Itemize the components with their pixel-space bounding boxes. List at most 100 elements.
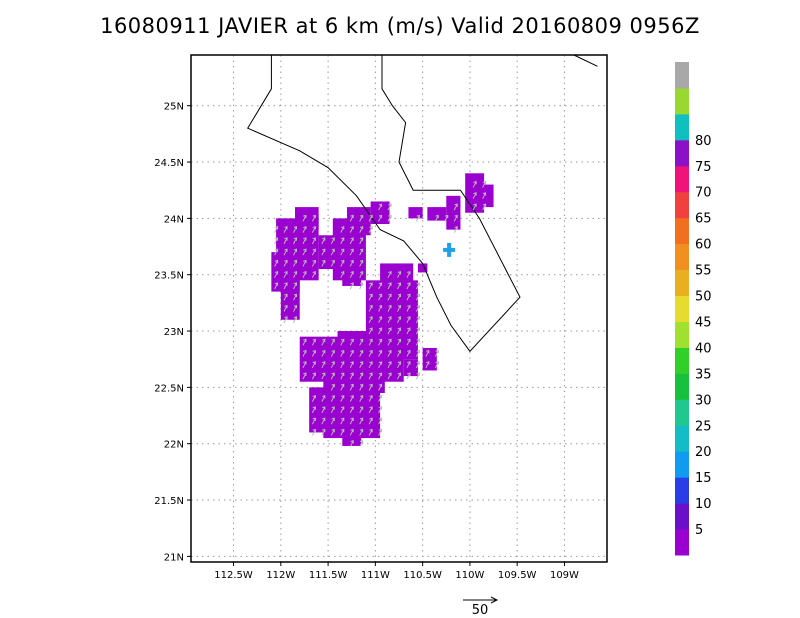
wind-vector [340, 428, 345, 436]
wind-vector [387, 214, 392, 222]
wind-vector [415, 349, 420, 357]
wind-vector [302, 225, 307, 233]
wind-vector [321, 338, 326, 346]
wind-speed-cell [408, 207, 423, 219]
wind-vector [359, 383, 364, 391]
wind-vector [311, 259, 316, 267]
wind-vector [378, 372, 383, 380]
wind-vector [311, 372, 316, 380]
wind-vector [387, 282, 392, 290]
wind-vector [349, 406, 354, 414]
wind-vector [387, 338, 392, 346]
wind-vector [359, 428, 364, 436]
wind-vector [482, 203, 487, 211]
wind-vector [482, 192, 487, 200]
wind-vector [359, 248, 364, 256]
wind-vector [349, 214, 354, 222]
colorbar-segment [675, 87, 689, 115]
wind-vector [368, 394, 373, 402]
wind-vector [321, 372, 326, 380]
wind-speed-cell [380, 263, 414, 298]
wind-vector [415, 316, 420, 323]
coastline [573, 54, 598, 67]
wind-vector [321, 248, 326, 256]
y-tick-label: 21.5N [154, 496, 184, 507]
wind-speed-cell [295, 207, 319, 230]
wind-vector [311, 237, 316, 245]
wind-vector [302, 338, 307, 346]
wind-vector [378, 406, 383, 414]
wind-vector [274, 237, 279, 245]
x-tick-label: 110W [455, 570, 484, 581]
colorbar-segment [675, 451, 689, 478]
wind-vector [368, 225, 373, 233]
wind-vector [368, 417, 373, 425]
wind-vector [368, 304, 373, 312]
wind-vector [349, 417, 354, 425]
wind-vector [311, 361, 316, 369]
wind-vector [283, 259, 288, 267]
wind-vector [406, 271, 411, 278]
wind-speed-cell [446, 195, 461, 230]
y-tick-label: 23.5N [154, 271, 184, 282]
wind-vector [397, 293, 401, 301]
wind-vector [283, 248, 288, 256]
colorbar-label: 10 [695, 497, 712, 512]
colorbar-segment [675, 529, 689, 556]
wind-vector [378, 417, 383, 425]
wind-vector [302, 372, 307, 380]
wind-vector [340, 338, 345, 346]
vector-scale-arrowhead [490, 596, 499, 604]
wind-vector [434, 361, 439, 369]
x-tick-label: 110.5W [403, 570, 442, 581]
wind-vector [349, 394, 354, 402]
wind-vector [368, 406, 373, 414]
colorbar-label: 60 [695, 238, 712, 253]
colorbar-segment [675, 347, 689, 374]
colorbar-label: 80 [695, 134, 712, 149]
wind-vector [472, 180, 477, 188]
wind-vector [397, 304, 401, 312]
colorbar-label: 25 [695, 419, 712, 434]
wind-vector [359, 417, 364, 425]
wind-vector [283, 271, 288, 278]
wind-vector [349, 440, 354, 447]
wind-vector [349, 361, 354, 369]
wind-vector [340, 383, 345, 391]
wind-vector [321, 361, 326, 369]
wind-vector [283, 304, 288, 312]
wind-vector [359, 349, 364, 357]
wind-vector [302, 361, 307, 369]
colorbar-segment [675, 191, 689, 219]
wind-vector [415, 361, 420, 369]
chart-title: 16080911 JAVIER at 6 km (m/s) Valid 2016… [100, 14, 700, 38]
wind-vector [293, 293, 297, 301]
wind-vector [349, 248, 354, 256]
wind-vector [368, 293, 373, 301]
wind-vector [359, 406, 364, 414]
wind-vector [311, 428, 316, 436]
wind-vector [368, 428, 373, 436]
wind-vector [349, 259, 354, 267]
wind-vector [302, 349, 307, 357]
wind-vector [311, 225, 316, 233]
wind-vector [330, 406, 335, 414]
storm-center-marker [443, 242, 456, 257]
wind-vector [415, 282, 420, 290]
wind-vector [482, 180, 487, 188]
colorbar-label: 75 [695, 160, 712, 175]
y-tick-label: 22.5N [154, 383, 184, 394]
wind-vector [415, 304, 420, 312]
wind-vector [378, 327, 383, 335]
coastlines [246, 54, 598, 353]
wind-vector [283, 282, 288, 290]
coastline [246, 55, 521, 353]
wind-vector [311, 394, 316, 402]
wind-vector [302, 248, 307, 256]
wind-vector [359, 271, 364, 278]
wind-vector [330, 417, 335, 425]
wind-vector [283, 293, 288, 301]
wind-vector [283, 237, 288, 245]
wind-vector [274, 248, 279, 256]
